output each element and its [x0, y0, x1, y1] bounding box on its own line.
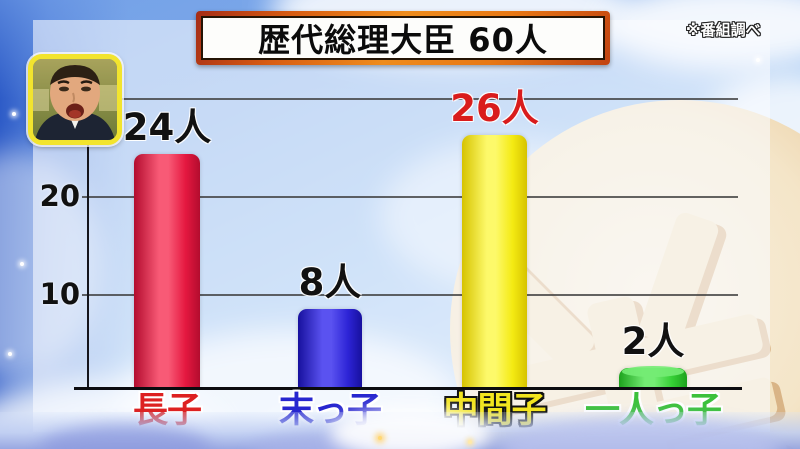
presenter-photo — [28, 54, 122, 145]
presenter-face-illustration — [33, 59, 117, 140]
gridline-10 — [82, 294, 738, 296]
sparkle — [12, 112, 16, 116]
bar-value-label: 24人 — [122, 106, 212, 149]
bar-eldest-child — [134, 154, 200, 387]
bar-group-youngest-child: 8人 末っ子 — [279, 0, 382, 449]
gridline-20 — [82, 196, 738, 198]
sparkle — [20, 262, 24, 266]
y-axis-line — [87, 97, 89, 389]
sparkle — [8, 352, 12, 356]
sparkle — [756, 58, 760, 62]
bar-group-only-child: 2人 一人っ子 — [585, 0, 722, 449]
title-banner: 歴代総理大臣 60人 — [196, 11, 610, 65]
source-note: ※番組調べ — [686, 21, 761, 39]
cloud — [330, 408, 490, 449]
bar-value-label: 26人 — [450, 87, 539, 130]
y-tick-label-10: 10 — [39, 277, 80, 311]
gridline-30 — [82, 98, 738, 100]
title-banner-inner: 歴代総理大臣 60人 — [201, 16, 605, 60]
bar-group-eldest-child: 24人 長子 — [123, 0, 212, 449]
bar-youngest-child — [298, 309, 362, 387]
y-tick-label-20: 20 — [39, 179, 80, 213]
bar-value-label: 8人 — [298, 261, 362, 304]
x-axis-baseline — [74, 387, 742, 390]
bar-only-child — [619, 366, 687, 387]
sparkle — [468, 440, 472, 444]
bar-value-label: 2人 — [621, 320, 685, 363]
page-title: 歴代総理大臣 60人 — [258, 21, 548, 59]
bar-group-middle-child: 26人 中間子 — [443, 0, 546, 449]
sparkle — [378, 436, 382, 440]
bar-middle-child — [462, 135, 527, 387]
